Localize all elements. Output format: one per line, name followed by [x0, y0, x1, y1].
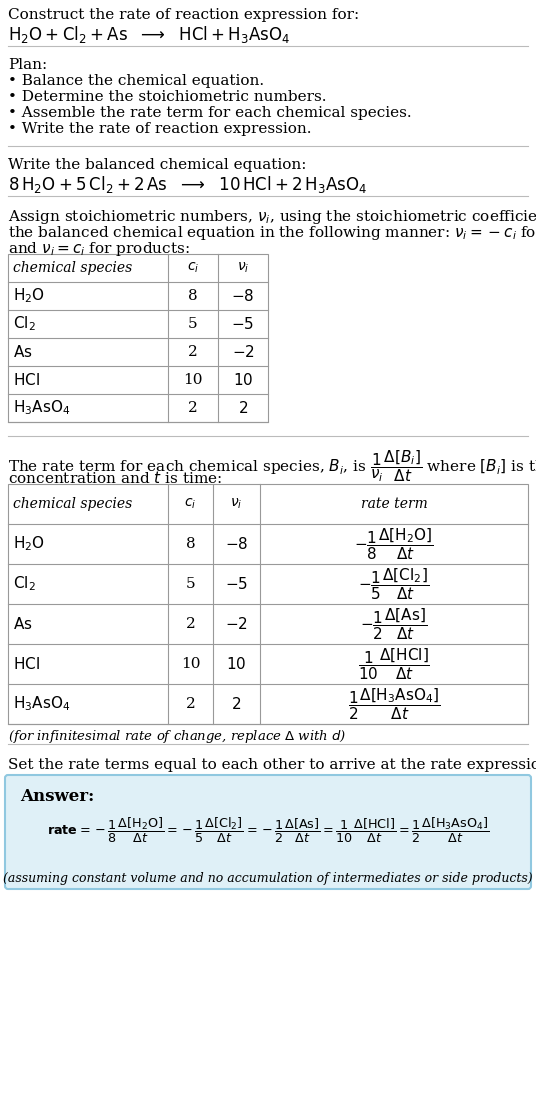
- Text: $\mathrm{As}$: $\mathrm{As}$: [13, 344, 33, 359]
- Text: $\nu_i$: $\nu_i$: [237, 261, 249, 275]
- Text: the balanced chemical equation in the following manner: $\nu_i = -c_i$ for react: the balanced chemical equation in the fo…: [8, 224, 536, 242]
- Text: 10: 10: [183, 373, 203, 387]
- Text: $\mathrm{H_2O}$: $\mathrm{H_2O}$: [13, 287, 45, 306]
- Text: $\mathrm{H_2O}$: $\mathrm{H_2O}$: [13, 535, 45, 553]
- Text: $-8$: $-8$: [225, 536, 248, 552]
- Text: 2: 2: [185, 697, 196, 711]
- Text: 8: 8: [185, 537, 195, 551]
- Text: concentration and $t$ is time:: concentration and $t$ is time:: [8, 470, 222, 486]
- Text: Plan:: Plan:: [8, 58, 47, 72]
- Text: $-2$: $-2$: [225, 616, 248, 632]
- Text: $10$: $10$: [226, 657, 247, 672]
- Text: $-\dfrac{1}{8}\dfrac{\Delta[\mathrm{H_2O}]}{\Delta t}$: $-\dfrac{1}{8}\dfrac{\Delta[\mathrm{H_2O…: [354, 526, 434, 562]
- Text: $\dfrac{1}{10}\dfrac{\Delta[\mathrm{HCl}]}{\Delta t}$: $\dfrac{1}{10}\dfrac{\Delta[\mathrm{HCl}…: [358, 647, 430, 682]
- Text: 5: 5: [185, 576, 195, 591]
- Text: 5: 5: [188, 317, 198, 331]
- Text: Write the balanced chemical equation:: Write the balanced chemical equation:: [8, 158, 307, 172]
- Text: $-5$: $-5$: [225, 576, 248, 592]
- Text: $-5$: $-5$: [232, 316, 255, 332]
- Text: 2: 2: [188, 401, 198, 415]
- Text: $\nu_i$: $\nu_i$: [230, 496, 243, 511]
- Text: $-2$: $-2$: [232, 344, 255, 359]
- Text: $10$: $10$: [233, 372, 253, 388]
- Text: chemical species: chemical species: [13, 261, 132, 275]
- Text: $\mathrm{H_2O + Cl_2 + As\ \ \longrightarrow\ \ HCl + H_3AsO_4}$: $\mathrm{H_2O + Cl_2 + As\ \ \longrighta…: [8, 24, 291, 45]
- Text: $\mathrm{HCl}$: $\mathrm{HCl}$: [13, 657, 40, 672]
- FancyBboxPatch shape: [5, 775, 531, 889]
- Text: $\mathrm{Cl_2}$: $\mathrm{Cl_2}$: [13, 574, 36, 593]
- Text: $\mathrm{H_3AsO_4}$: $\mathrm{H_3AsO_4}$: [13, 695, 71, 713]
- Text: • Write the rate of reaction expression.: • Write the rate of reaction expression.: [8, 122, 311, 136]
- Text: 2: 2: [185, 617, 196, 631]
- Text: $-8$: $-8$: [232, 288, 255, 304]
- Text: • Balance the chemical equation.: • Balance the chemical equation.: [8, 75, 264, 88]
- Text: $\mathrm{H_3AsO_4}$: $\mathrm{H_3AsO_4}$: [13, 399, 71, 418]
- Text: $\mathrm{8\,H_2O + 5\,Cl_2 + 2\,As\ \ \longrightarrow\ \ 10\,HCl + 2\,H_3AsO_4}$: $\mathrm{8\,H_2O + 5\,Cl_2 + 2\,As\ \ \l…: [8, 174, 367, 195]
- Text: 10: 10: [181, 657, 200, 671]
- Text: and $\nu_i = c_i$ for products:: and $\nu_i = c_i$ for products:: [8, 240, 190, 258]
- Text: $c_i$: $c_i$: [184, 496, 197, 511]
- Text: $-\dfrac{1}{2}\dfrac{\Delta[\mathrm{As}]}{\Delta t}$: $-\dfrac{1}{2}\dfrac{\Delta[\mathrm{As}]…: [360, 606, 428, 642]
- Text: rate term: rate term: [361, 496, 427, 511]
- Text: Answer:: Answer:: [20, 788, 94, 804]
- Text: $c_i$: $c_i$: [187, 261, 199, 275]
- Text: $\mathrm{Cl_2}$: $\mathrm{Cl_2}$: [13, 315, 36, 333]
- Text: chemical species: chemical species: [13, 496, 132, 511]
- Bar: [8, 484, 528, 724]
- Text: (assuming constant volume and no accumulation of intermediates or side products): (assuming constant volume and no accumul…: [3, 872, 533, 884]
- Text: 8: 8: [188, 289, 198, 302]
- Text: The rate term for each chemical species, $B_i$, is $\dfrac{1}{\nu_i}\dfrac{\Delt: The rate term for each chemical species,…: [8, 448, 536, 483]
- Text: 2: 2: [188, 345, 198, 359]
- Text: • Determine the stoichiometric numbers.: • Determine the stoichiometric numbers.: [8, 90, 326, 104]
- Bar: [8, 254, 268, 422]
- Text: $2$: $2$: [238, 400, 248, 416]
- Text: (for infinitesimal rate of change, replace $\Delta$ with $d$): (for infinitesimal rate of change, repla…: [8, 728, 346, 745]
- Text: $2$: $2$: [232, 696, 242, 712]
- Text: $\mathrm{As}$: $\mathrm{As}$: [13, 616, 33, 632]
- Text: $\mathrm{HCl}$: $\mathrm{HCl}$: [13, 372, 40, 388]
- Text: • Assemble the rate term for each chemical species.: • Assemble the rate term for each chemic…: [8, 106, 412, 119]
- Text: Assign stoichiometric numbers, $\nu_i$, using the stoichiometric coefficients, $: Assign stoichiometric numbers, $\nu_i$, …: [8, 208, 536, 226]
- Text: Set the rate terms equal to each other to arrive at the rate expression:: Set the rate terms equal to each other t…: [8, 758, 536, 772]
- Text: $-\dfrac{1}{5}\dfrac{\Delta[\mathrm{Cl_2}]}{\Delta t}$: $-\dfrac{1}{5}\dfrac{\Delta[\mathrm{Cl_2…: [359, 567, 429, 602]
- Text: $\mathbf{rate} = -\dfrac{1}{8}\dfrac{\Delta[\mathrm{H_2O}]}{\Delta t} = -\dfrac{: $\mathbf{rate} = -\dfrac{1}{8}\dfrac{\De…: [47, 815, 489, 845]
- Text: $\dfrac{1}{2}\dfrac{\Delta[\mathrm{H_3AsO_4}]}{\Delta t}$: $\dfrac{1}{2}\dfrac{\Delta[\mathrm{H_3As…: [348, 686, 440, 722]
- Text: Construct the rate of reaction expression for:: Construct the rate of reaction expressio…: [8, 8, 359, 22]
